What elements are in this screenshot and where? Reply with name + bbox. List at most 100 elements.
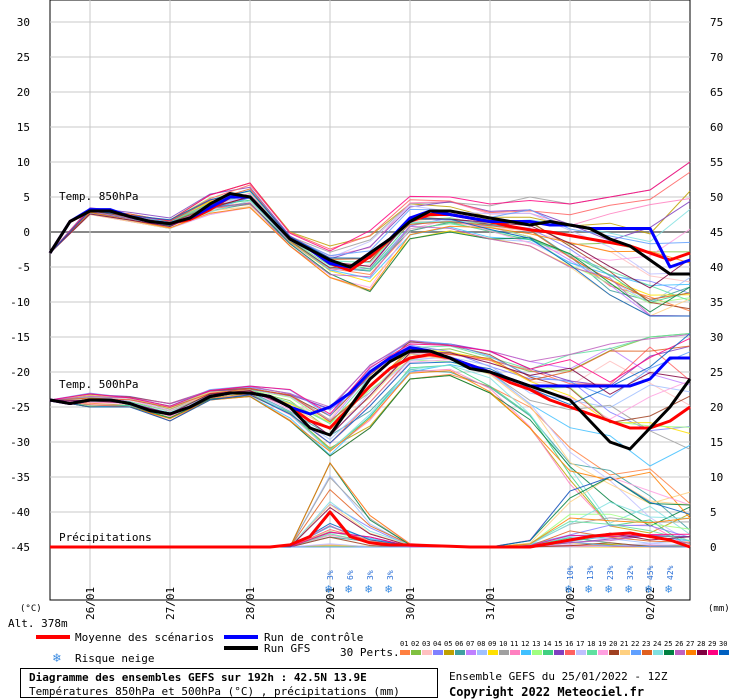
left-tick-label: -15 xyxy=(10,331,30,344)
pert-color-swatch xyxy=(521,650,531,655)
pert-color-swatch xyxy=(477,650,487,655)
footer-copyright: Copyright 2022 Meteociel.fr xyxy=(449,685,645,699)
label-t850: Temp. 850hPa xyxy=(59,190,138,203)
right-tick-label: 50 xyxy=(710,191,723,204)
pert-color-swatch xyxy=(488,650,498,655)
pert-color-swatch xyxy=(598,650,608,655)
footer-title-box: Diagramme des ensembles GEFS sur 192h : … xyxy=(20,668,438,698)
legend-gfs-label: Run GFS xyxy=(264,642,310,655)
pert-number-label: 04 xyxy=(433,640,441,648)
snowflake-icon: ❄ xyxy=(585,582,592,596)
snowflake-icon: ❄ xyxy=(52,651,61,666)
left-axis-ticks: 30 25 20 15 10 5 0 -5 -10 -15 -20 -25 -30 -35 -40 -45 xyxy=(10,16,30,554)
pert-color-swatch xyxy=(455,650,465,655)
pert-number-label: 17 xyxy=(576,640,584,648)
pert-number-label: 11 xyxy=(510,640,518,648)
legend-perts-label: 30 Perts. xyxy=(340,646,400,659)
pert-number-label: 12 xyxy=(521,640,529,648)
pert-color-swatch xyxy=(697,650,707,655)
pert-color-swatch xyxy=(510,650,520,655)
snow-risk-marker: 3% ❄ xyxy=(325,570,335,596)
snow-risk-marker: 3% ❄ xyxy=(385,570,395,596)
pert-number-label: 24 xyxy=(653,640,661,648)
right-tick-label: 25 xyxy=(710,366,723,379)
pert-color-swatch xyxy=(554,650,564,655)
pert-number-label: 23 xyxy=(642,640,650,648)
pert-number-label: 07 xyxy=(466,640,474,648)
pert-number-label: 15 xyxy=(554,640,562,648)
ensemble-member-line xyxy=(49,197,691,294)
pert-number-label: 18 xyxy=(587,640,595,648)
left-tick-label: -30 xyxy=(10,436,30,449)
left-tick-label: 0 xyxy=(23,226,30,239)
right-tick-label: 40 xyxy=(710,261,723,274)
x-tick-label: 26/01 xyxy=(84,587,97,620)
legend-mean-label: Moyenne des scénarios xyxy=(75,631,214,644)
snow-risk-marker: 42% ❄ xyxy=(665,565,675,596)
x-tick-label: 27/01 xyxy=(164,587,177,620)
x-tick-label: 02/02 xyxy=(644,587,657,620)
snow-risk-percent: 6% xyxy=(346,570,355,580)
snow-risk-percent: 3% xyxy=(386,570,395,580)
left-tick-label: -20 xyxy=(10,366,30,379)
pert-number-label: 16 xyxy=(565,640,573,648)
snowflake-icon: ❄ xyxy=(645,582,652,596)
snowflake-icon: ❄ xyxy=(345,582,352,596)
left-tick-label: 20 xyxy=(17,86,30,99)
left-tick-label: 25 xyxy=(17,51,30,64)
left-tick-label: 30 xyxy=(17,16,30,29)
snow-risk-marker: 6% ❄ xyxy=(345,570,355,596)
ensemble-member-line xyxy=(49,195,691,296)
right-tick-label: 5 xyxy=(710,506,717,519)
pert-color-swatch xyxy=(719,650,729,655)
ensemble-member-line xyxy=(49,370,691,519)
snow-risk-marker: 45% ❄ xyxy=(645,565,655,596)
snow-risk-marker: 3% ❄ xyxy=(365,570,375,596)
left-tick-label: -40 xyxy=(10,506,30,519)
snowflake-icon: ❄ xyxy=(665,582,672,596)
pert-color-swatch xyxy=(708,650,718,655)
ensemble-member-line xyxy=(49,190,691,257)
right-tick-label: 0 xyxy=(710,541,717,554)
left-tick-label: 10 xyxy=(17,156,30,169)
pert-number-label: 01 xyxy=(400,640,408,648)
snow-risk-percent: 42% xyxy=(666,565,675,580)
snow-risk-markers: 3% ❄ 6% ❄ 3% ❄ 3% ❄ 10% ❄ 13% ❄ 23% ❄ 32% ❄ 45% ❄ 42% ❄ xyxy=(325,565,675,596)
left-tick-label: -35 xyxy=(10,471,30,484)
legend-control-label: Run de contrôle xyxy=(264,631,363,644)
ensemble-member-line xyxy=(49,334,691,408)
x-axis-ticks: 26/01 27/01 28/01 29/01 30/01 31/01 01/02 02/02 xyxy=(84,587,657,620)
pert-number-label: 26 xyxy=(675,640,683,648)
right-tick-label: 15 xyxy=(710,436,723,449)
pert-number-label: 27 xyxy=(686,640,694,648)
chart-grid xyxy=(49,0,691,601)
snow-risk-percent: 3% xyxy=(366,570,375,580)
x-tick-label: 01/02 xyxy=(564,587,577,620)
pert-color-swatch xyxy=(444,650,454,655)
right-tick-label: 45 xyxy=(710,226,723,239)
legend: Moyenne des scénarios Run de contrôle Ru… xyxy=(36,631,729,666)
x-tick-label: 28/01 xyxy=(244,587,257,620)
right-tick-label: 35 xyxy=(710,296,723,309)
pert-number-label: 22 xyxy=(631,640,639,648)
left-tick-label: -5 xyxy=(17,261,30,274)
ensemble-member-line xyxy=(49,186,691,260)
ensemble-member-line xyxy=(49,364,691,548)
series-t850_gfs xyxy=(48,192,690,276)
snow-risk-marker: 10% ❄ xyxy=(565,565,575,596)
altitude-label: Alt. 378m xyxy=(8,617,68,630)
pert-number-label: 20 xyxy=(609,640,617,648)
pert-number-label: 06 xyxy=(455,640,463,648)
main-series xyxy=(48,192,692,549)
pert-number-label: 03 xyxy=(422,640,430,648)
snow-risk-marker: 23% ❄ xyxy=(605,565,615,596)
ensemble-member-line xyxy=(49,352,691,437)
footer-run-info: Ensemble GEFS du 25/01/2022 - 12Z xyxy=(449,670,668,683)
series-t500_gfs xyxy=(49,349,692,451)
pert-color-swatch xyxy=(631,650,641,655)
right-tick-label: 20 xyxy=(710,401,723,414)
snowflake-icon: ❄ xyxy=(605,582,612,596)
pert-color-swatch xyxy=(642,650,652,655)
snowflake-icon: ❄ xyxy=(565,582,572,596)
